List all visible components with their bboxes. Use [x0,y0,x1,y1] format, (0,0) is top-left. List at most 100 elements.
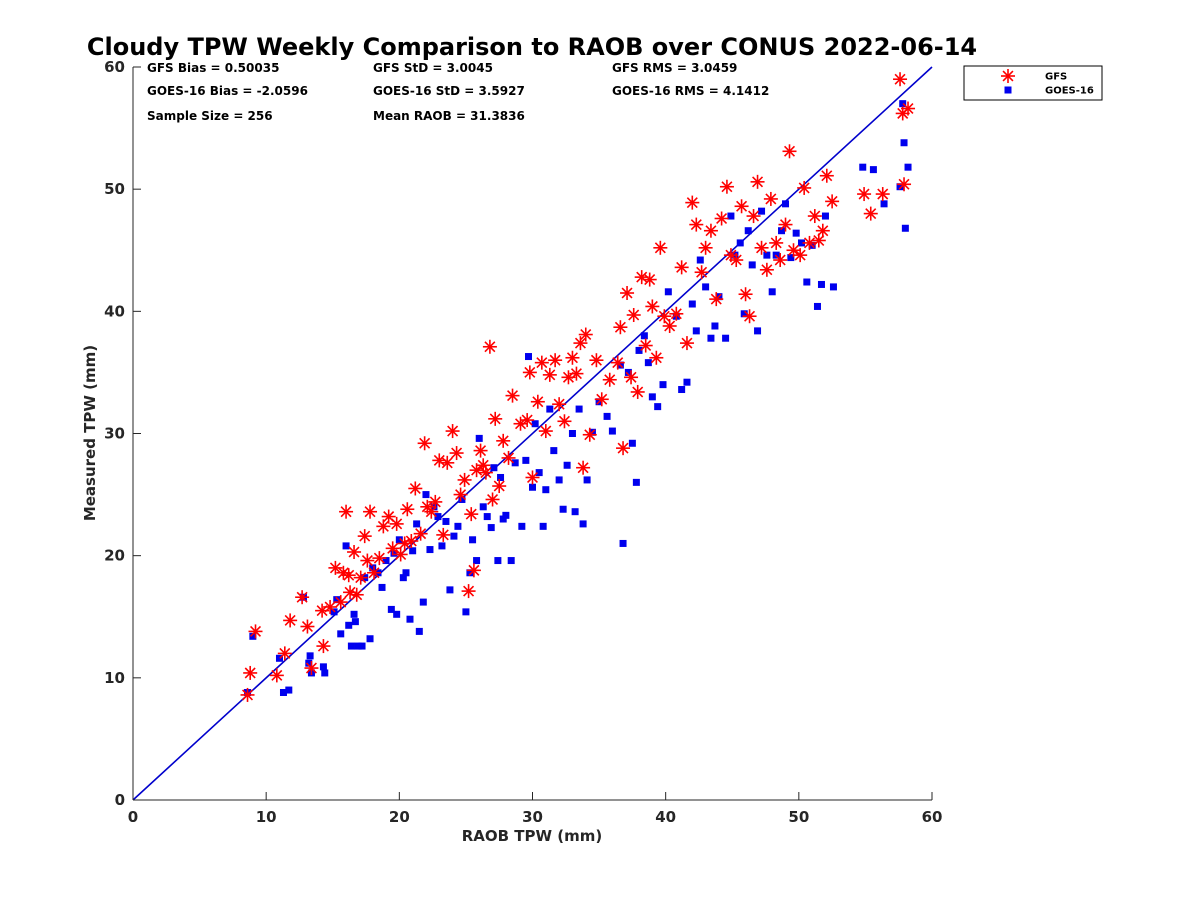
data-point [807,209,822,224]
data-point [662,318,677,333]
data-point [399,574,407,582]
data-point [698,240,713,255]
y-tick-label: 40 [104,302,125,320]
data-point [563,461,571,469]
data-point [571,508,579,516]
data-point [610,355,625,370]
y-tick-label: 0 [115,791,125,809]
data-point [576,460,591,475]
data-point [624,370,639,385]
data-point [478,465,493,480]
data-point [653,240,668,255]
data-point [759,262,774,277]
stats-block: GFS Bias = 0.50035 GFS StD = 3.0045 GFS … [147,61,769,123]
data-point [608,427,616,435]
stat-mean-raob: Mean RAOB = 31.3836 [373,109,525,123]
data-point [821,212,829,220]
data-point [404,534,419,549]
data-point [428,494,443,509]
data-point [754,240,769,255]
data-point [438,542,446,550]
data-point [382,557,390,565]
data-point [479,503,487,511]
data-point [638,338,653,353]
data-point [896,183,904,191]
data-point [744,227,752,235]
data-point [678,386,686,394]
data-point [372,551,387,566]
data-point [594,392,609,407]
data-point [395,536,403,544]
data-point [782,144,797,159]
data-point [449,446,464,461]
data-point [501,450,516,465]
data-point [466,563,481,578]
data-point [269,668,284,683]
data-point [275,654,283,662]
stat-gfs-rms: GFS RMS = 3.0459 [612,61,737,75]
data-point [390,549,398,557]
data-point [880,200,888,208]
y-tick-label: 10 [104,669,125,687]
chart-title: Cloudy TPW Weekly Comparison to RAOB ove… [87,33,977,61]
data-point [664,288,672,296]
data-point [499,515,507,523]
data-point [630,384,645,399]
data-point [406,615,414,623]
data-point [466,569,474,577]
x-tick-label: 50 [788,808,809,826]
legend-box [963,65,1103,101]
data-point [644,359,652,367]
data-point [360,553,375,568]
data-point [579,520,587,528]
data-point [378,583,386,591]
data-point [492,479,507,494]
data-point [367,565,382,580]
data-point [628,439,636,447]
data-point [337,630,345,638]
data-point [387,605,395,613]
data-point [813,302,821,310]
data-point [901,101,916,116]
axes: 0 10 20 30 40 50 60 0 10 20 30 40 50 60 [104,58,942,826]
data-point [634,270,649,285]
data-point [505,388,520,403]
data-point [305,659,313,667]
data-point [778,217,793,232]
x-axis-label: RAOB TPW (mm) [462,827,603,845]
data-point [497,473,505,481]
data-point [875,187,890,202]
data-point [442,517,450,525]
data-point [488,411,503,426]
data-point [341,568,356,583]
data-point [734,199,749,214]
legend-label: GFS [1045,72,1067,83]
data-point [736,239,744,247]
data-point [445,424,460,439]
legend-marker [1001,69,1015,83]
data-point [657,309,672,324]
data-point [635,346,643,354]
data-point [283,613,298,628]
data-point [674,260,689,275]
data-point [347,642,355,650]
data-point [321,669,329,677]
data-point [339,504,354,519]
data-point [707,334,715,342]
data-point [702,283,710,291]
data-point [619,539,627,547]
data-point [869,166,877,174]
data-point [462,608,470,616]
y-axis-label: Measured TPW (mm) [81,345,99,521]
data-point [450,532,458,540]
data-point [815,223,830,238]
stat-gfs-bias: GFS Bias = 0.50035 [147,61,279,75]
data-point [333,596,341,604]
data-point [711,322,719,330]
data-point [393,610,401,618]
data-point [417,436,432,451]
data-point [295,590,310,605]
data-point [402,569,410,577]
x-tick-label: 20 [389,808,410,826]
data-point [787,254,795,262]
